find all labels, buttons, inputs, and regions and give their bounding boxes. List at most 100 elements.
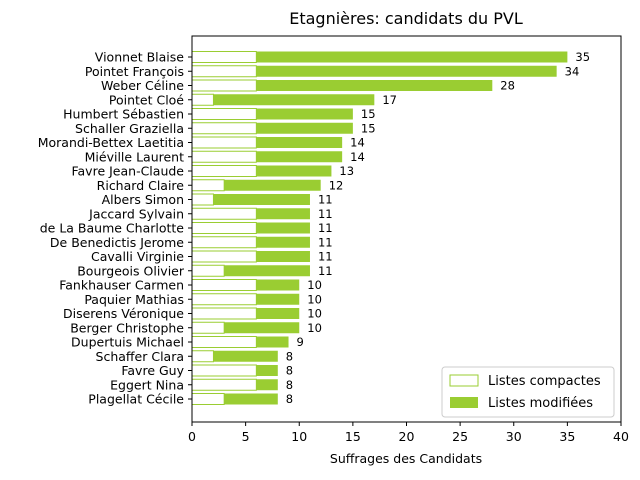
data-label: 10 — [307, 307, 322, 321]
data-label: 13 — [339, 164, 354, 178]
x-tick-label: 30 — [506, 429, 522, 444]
data-label: 34 — [565, 64, 580, 78]
bar-compactes — [191, 350, 214, 363]
bar-compactes — [191, 165, 257, 177]
data-label: 14 — [350, 136, 365, 150]
bar-compactes — [191, 122, 257, 135]
category-label: Berger Christophe — [70, 320, 184, 335]
bar-compactes — [191, 307, 257, 320]
data-label: 11 — [318, 193, 333, 207]
bar-modifiees — [224, 322, 300, 334]
category-label: Albers Simon — [102, 192, 184, 207]
bar-modifiees — [256, 308, 300, 319]
bar-modifiees — [256, 151, 343, 163]
bar-modifiees — [256, 165, 332, 177]
bar-compactes — [191, 193, 214, 206]
legend-label-compactes: Listes compactes — [488, 374, 601, 389]
bar-modifiees — [213, 350, 278, 362]
category-label: Schaffer Clara — [96, 349, 184, 364]
data-label: 8 — [286, 378, 293, 392]
bar-modifiees — [256, 51, 568, 63]
bar-compactes — [191, 150, 257, 163]
bar-compactes — [191, 236, 257, 249]
x-tick-label: 35 — [559, 429, 575, 444]
bar-group — [191, 51, 568, 405]
category-label: Pointet François — [85, 64, 184, 79]
x-tick-label: 15 — [345, 429, 361, 444]
data-label: 17 — [382, 93, 397, 107]
category-label: Jaccard Sylvain — [88, 206, 184, 221]
data-label: 15 — [361, 107, 376, 121]
bar-compactes — [191, 79, 257, 92]
category-label: Schaller Graziella — [75, 121, 184, 136]
bar-compactes — [191, 378, 257, 391]
bar-modifiees — [256, 65, 557, 77]
bar-compactes — [191, 250, 257, 263]
bar-compactes — [191, 93, 214, 106]
data-label: 11 — [318, 250, 333, 264]
bar-modifiees — [256, 137, 343, 148]
bar-modifiees — [256, 293, 300, 305]
bar-compactes — [191, 51, 257, 63]
bar-compactes — [191, 364, 257, 377]
bar-modifiees — [256, 251, 310, 262]
category-label: Cavalli Virginie — [91, 249, 184, 264]
bar-modifiees — [256, 365, 278, 376]
bar-modifiees — [256, 108, 353, 120]
category-label: Miéville Laurent — [85, 149, 184, 164]
bar-modifiees — [256, 379, 278, 391]
data-label: 14 — [350, 150, 365, 164]
bar-modifiees — [224, 393, 278, 405]
data-label: 8 — [286, 364, 293, 378]
x-tick-label: 25 — [452, 429, 468, 444]
bar-modifiees — [256, 222, 310, 234]
category-label: Paquier Mathias — [84, 292, 184, 307]
legend-box — [441, 366, 615, 418]
x-tick-label: 5 — [242, 429, 250, 444]
data-label: 8 — [286, 349, 293, 363]
legend-label-modifiees: Listes modifiées — [488, 396, 593, 411]
legend-swatch-modifiees — [450, 397, 478, 408]
data-label: 11 — [318, 207, 333, 221]
bar-compactes — [191, 65, 257, 78]
bar-compactes — [191, 279, 257, 291]
data-label: 10 — [307, 292, 322, 306]
category-label: Diserens Véronique — [63, 306, 184, 321]
category-label: Favre Jean-Claude — [71, 164, 184, 179]
x-axis-ticks: 0 5 10 15 20 25 30 35 40 — [188, 422, 629, 444]
data-label: 11 — [318, 264, 333, 278]
bar-modifiees — [256, 336, 289, 348]
category-label: Bourgeois Olivier — [77, 263, 185, 278]
bar-compactes — [191, 293, 257, 306]
data-label: 10 — [307, 321, 322, 335]
x-axis-label: Suffrages des Candidats — [330, 451, 482, 466]
category-label: Morandi-Bettex Laetitia — [38, 135, 184, 150]
category-label: Weber Céline — [101, 78, 184, 93]
data-label: 15 — [361, 121, 376, 135]
category-label: Plagellat Cécile — [88, 392, 184, 407]
data-label: 12 — [329, 178, 344, 192]
bar-modifiees — [213, 94, 375, 106]
data-label: 11 — [318, 235, 333, 249]
bar-compactes — [191, 336, 257, 348]
bar-modifiees — [224, 265, 310, 277]
category-label: de La Baume Charlotte — [40, 221, 185, 236]
category-label: Favre Guy — [121, 363, 184, 378]
bar-compactes — [191, 222, 257, 234]
bar-modifiees — [224, 179, 321, 191]
category-label: Dupertuis Michael — [71, 335, 184, 350]
bar-modifiees — [256, 80, 493, 91]
bar-compactes — [191, 179, 225, 192]
bar-modifiees — [213, 194, 310, 205]
data-labels: 3534281715151414131211111111111110101010… — [286, 50, 590, 406]
data-label: 11 — [318, 221, 333, 235]
x-tick-label: 20 — [399, 429, 415, 444]
bar-compactes — [191, 264, 225, 277]
data-label: 9 — [297, 335, 304, 349]
bar-compactes — [191, 108, 257, 120]
category-label: Vionnet Blaise — [95, 50, 185, 65]
bar-compactes — [191, 393, 225, 405]
bar-modifiees — [256, 236, 310, 248]
